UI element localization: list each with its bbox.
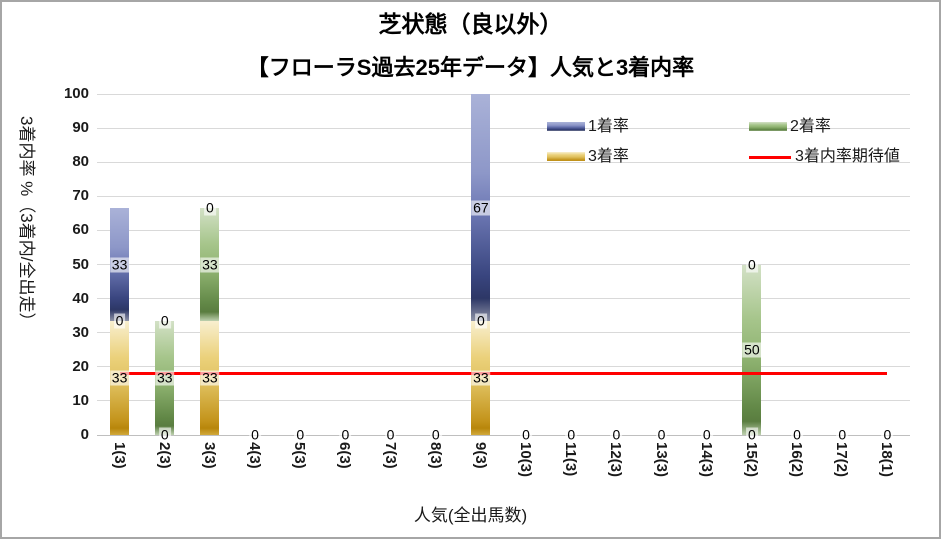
data-label-15(2): 0 (746, 256, 758, 272)
x-tick-label-9(3): 9(3) (471, 442, 489, 469)
legend-swatch-second-place (749, 122, 787, 131)
x-axis-title: 人気(全出馬数) (413, 506, 528, 525)
data-label-15(2): 0 (746, 426, 758, 443)
data-label-10(3): 0 (520, 426, 532, 443)
y-tick-label: 100 (63, 85, 89, 102)
data-label-5(3): 0 (294, 426, 307, 443)
data-label-13(3): 0 (655, 426, 668, 443)
x-tick-label-1(3): 1(3) (110, 442, 128, 469)
expected-value-line (119, 372, 888, 376)
data-label-8(3): 0 (429, 426, 442, 443)
data-label-4(3): 0 (249, 426, 261, 443)
data-label-12(3): 0 (610, 426, 623, 443)
y-tick-label: 50 (72, 255, 89, 273)
gridline-y10 (97, 400, 910, 402)
data-label-9(3): 0 (475, 312, 487, 329)
data-label-3(3): 33 (200, 256, 220, 273)
y-tick-label: 0 (80, 426, 89, 443)
y-tick-label: 60 (72, 221, 89, 239)
y-tick-label: 10 (72, 391, 89, 409)
gridline-y30 (97, 332, 910, 334)
data-label-9(3): 33 (471, 369, 491, 386)
data-label-2(3): 0 (158, 426, 171, 443)
gridline-y0 (97, 434, 910, 436)
y-tick-label: 30 (72, 323, 89, 341)
data-label-6(3): 0 (339, 426, 352, 443)
legend-label-first-place: 1着率 (588, 118, 629, 135)
plot-area: 0 10 20 30 40 50 60 70 80 90 100 1(3) 2(3) 3(3) 4(3) 5(… (64, 85, 910, 477)
x-tick-label-10(3): 10(3) (517, 442, 535, 478)
data-label-2(3): 0 (158, 312, 171, 329)
legend-label-second-place: 2着率 (790, 118, 831, 135)
data-label-3(3): 0 (204, 199, 216, 216)
x-tick-label-6(3): 6(3) (336, 442, 354, 469)
y-tick-label: 90 (72, 119, 89, 137)
data-label-18(1): 0 (881, 426, 894, 443)
x-tick-label-7(3): 7(3) (381, 442, 399, 469)
gridline-y90 (97, 127, 910, 129)
data-label-14(3): 0 (700, 426, 713, 443)
data-label-1(3): 0 (113, 312, 126, 329)
x-tick-label-16(2): 16(2) (788, 442, 806, 478)
gridline-y50 (97, 264, 910, 265)
data-label-3(3): 33 (200, 369, 220, 386)
gridline-y70 (97, 195, 910, 197)
y-tick-label: 40 (72, 289, 89, 307)
chart-title: 芝状態（良以外） (378, 11, 563, 37)
y-tick-label: 20 (72, 357, 89, 375)
x-tick-label-8(3): 8(3) (426, 442, 444, 469)
data-label-2(3): 33 (154, 369, 175, 386)
gridline-y100 (97, 93, 910, 95)
x-tick-label-14(3): 14(3) (697, 442, 715, 478)
data-label-17(2): 0 (836, 426, 849, 443)
data-label-16(2): 0 (791, 426, 803, 443)
legend-label-third-place: 3着率 (588, 148, 629, 165)
x-tick-label-2(3): 2(3) (155, 442, 173, 469)
legend-swatch-first-place (547, 122, 585, 131)
x-tick-label-17(2): 17(2) (833, 442, 851, 478)
y-axis-title: 3着内率 %（3着内/全出走） (17, 116, 36, 330)
gridline-y20 (97, 366, 910, 368)
x-tick-label-18(1): 18(1) (878, 442, 896, 478)
legend-swatch-third-place (547, 152, 585, 161)
y-tick-label: 70 (72, 187, 89, 205)
legend-line-expected-value (749, 156, 791, 159)
gridline-y60 (97, 229, 910, 231)
legend-label-expected-value: 3着内率期待値 (795, 148, 900, 165)
y-tick-label: 80 (72, 153, 89, 171)
x-tick-label-3(3): 3(3) (200, 442, 218, 469)
data-label-11(3): 0 (565, 426, 578, 443)
x-tick-label-5(3): 5(3) (291, 442, 309, 469)
x-tick-label-11(3): 11(3) (562, 442, 580, 477)
data-label-1(3): 33 (109, 369, 130, 386)
gridline-y80 (97, 161, 910, 163)
x-tick-label-4(3): 4(3) (246, 442, 264, 469)
x-tick-label-15(2): 15(2) (742, 442, 760, 478)
x-tick-label-12(3): 12(3) (607, 442, 625, 478)
x-tick-label-13(3): 13(3) (652, 442, 670, 478)
data-label-7(3): 0 (384, 426, 397, 443)
data-label-15(2): 50 (742, 341, 762, 358)
data-label-1(3): 33 (109, 256, 130, 273)
gridline-y40 (97, 298, 910, 300)
data-label-9(3): 67 (471, 199, 491, 216)
chart-subtitle: 【フローラS過去25年データ】人気と3着内率 (246, 55, 695, 80)
